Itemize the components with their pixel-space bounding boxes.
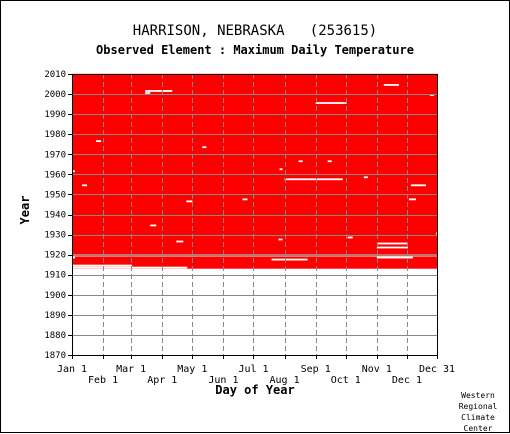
missing-data-mark xyxy=(72,266,188,269)
missing-data-mark xyxy=(363,176,368,179)
y-tick-label: 1920 xyxy=(44,251,66,261)
missing-data-mark xyxy=(271,258,308,261)
missing-data-mark xyxy=(383,84,399,86)
data-layer xyxy=(72,71,437,269)
y-tick-label: 2010 xyxy=(44,70,66,80)
missing-data-mark xyxy=(72,264,133,267)
axes xyxy=(68,74,438,359)
y-tick-label: 1870 xyxy=(44,351,66,361)
x-axis-label: Day of Year xyxy=(215,383,295,397)
missing-data-mark xyxy=(278,238,283,241)
missing-data-mark xyxy=(145,90,173,92)
missing-data-mark xyxy=(145,92,151,94)
missing-data-mark xyxy=(150,224,157,227)
x-tick-label: May 1 xyxy=(177,364,207,375)
missing-data-mark xyxy=(376,256,413,259)
x-tick-label: Aug 1 xyxy=(270,375,300,386)
missing-data-mark xyxy=(242,198,248,201)
y-tick-label: 1930 xyxy=(44,231,66,241)
y-tick-label: 1890 xyxy=(44,311,66,321)
y-tick-label: 1910 xyxy=(44,271,66,281)
missing-data-mark xyxy=(279,168,283,171)
y-axis-label: Year xyxy=(18,195,32,225)
missing-data-mark xyxy=(202,146,207,149)
missing-data-mark xyxy=(408,198,416,201)
y-tick-label: 1980 xyxy=(44,130,66,140)
missing-data-mark xyxy=(327,160,332,163)
missing-data-mark xyxy=(96,140,102,143)
y-tick-label: 1880 xyxy=(44,331,66,341)
x-tick-label: Jul 1 xyxy=(238,364,268,375)
y-tick-label: 1970 xyxy=(44,150,66,160)
missing-data-mark xyxy=(298,160,303,163)
x-tick-label: Nov 1 xyxy=(362,364,392,375)
y-tick-label: 1990 xyxy=(44,110,66,120)
credit-text: Western Regional Climate Center xyxy=(452,390,504,434)
plot-border xyxy=(72,74,438,356)
missing-data-mark xyxy=(72,71,439,74)
x-tick-label: Feb 1 xyxy=(88,375,118,386)
missing-data-mark xyxy=(347,236,353,239)
missing-data-mark xyxy=(376,242,408,245)
x-tick-label: Dec 31 xyxy=(419,364,455,375)
element-title: Observed Element : Maximum Daily Tempera… xyxy=(96,43,414,57)
x-tick-label: Jan 1 xyxy=(57,364,87,375)
missing-data-mark xyxy=(315,102,347,104)
x-tick-label: Apr 1 xyxy=(147,375,177,386)
missing-data-mark xyxy=(82,184,88,187)
y-tick-label: 1960 xyxy=(44,170,66,180)
station-title: HARRISON, NEBRASKA (253615) xyxy=(132,23,378,39)
missing-data-mark xyxy=(284,178,343,181)
x-tick-label: Dec 1 xyxy=(392,375,422,386)
missing-data-mark xyxy=(72,170,76,173)
missing-data-mark xyxy=(186,200,193,203)
missing-data-mark xyxy=(376,246,408,249)
x-tick-label: Mar 1 xyxy=(116,364,146,375)
credit-line: Western xyxy=(461,391,495,400)
x-tick-label: Oct 1 xyxy=(331,375,361,386)
x-tick-label: Sep 1 xyxy=(301,364,331,375)
data-coverage-block xyxy=(72,71,437,269)
y-tick-label: 1940 xyxy=(44,211,66,221)
x-tick-label: Jun 1 xyxy=(208,375,238,386)
credit-line: Climate xyxy=(461,413,495,422)
tick-labels: 1870 1880 1890 1900 1910 1920 1930 1940 1950 1960… xyxy=(44,70,455,386)
missing-data-mark xyxy=(410,184,426,187)
credit-line: Regional xyxy=(458,402,498,411)
credit-line: Center xyxy=(463,424,493,433)
y-tick-label: 1950 xyxy=(44,190,66,200)
y-tick-label: 2000 xyxy=(44,90,66,100)
missing-data-mark xyxy=(176,240,184,243)
y-tick-label: 1900 xyxy=(44,291,66,301)
grid-layer xyxy=(72,74,437,355)
missing-data-mark xyxy=(72,256,76,259)
